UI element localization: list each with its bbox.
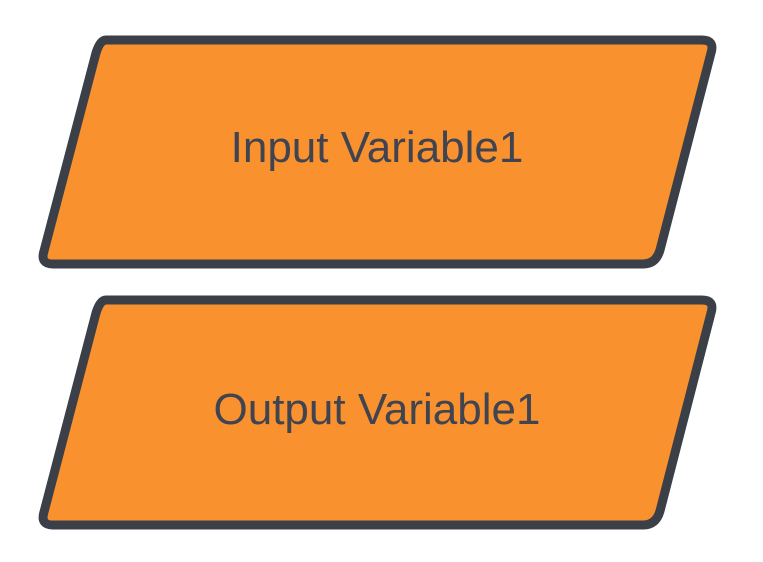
output-parallelogram-shape — [38, 295, 717, 530]
output-label: Output Variable1 — [214, 385, 541, 434]
input-label: Input Variable1 — [231, 123, 524, 172]
output-parallelogram[interactable]: Output Variable1 — [38, 295, 717, 530]
input-parallelogram-shape — [38, 35, 717, 269]
input-parallelogram[interactable]: Input Variable1 — [38, 35, 717, 269]
